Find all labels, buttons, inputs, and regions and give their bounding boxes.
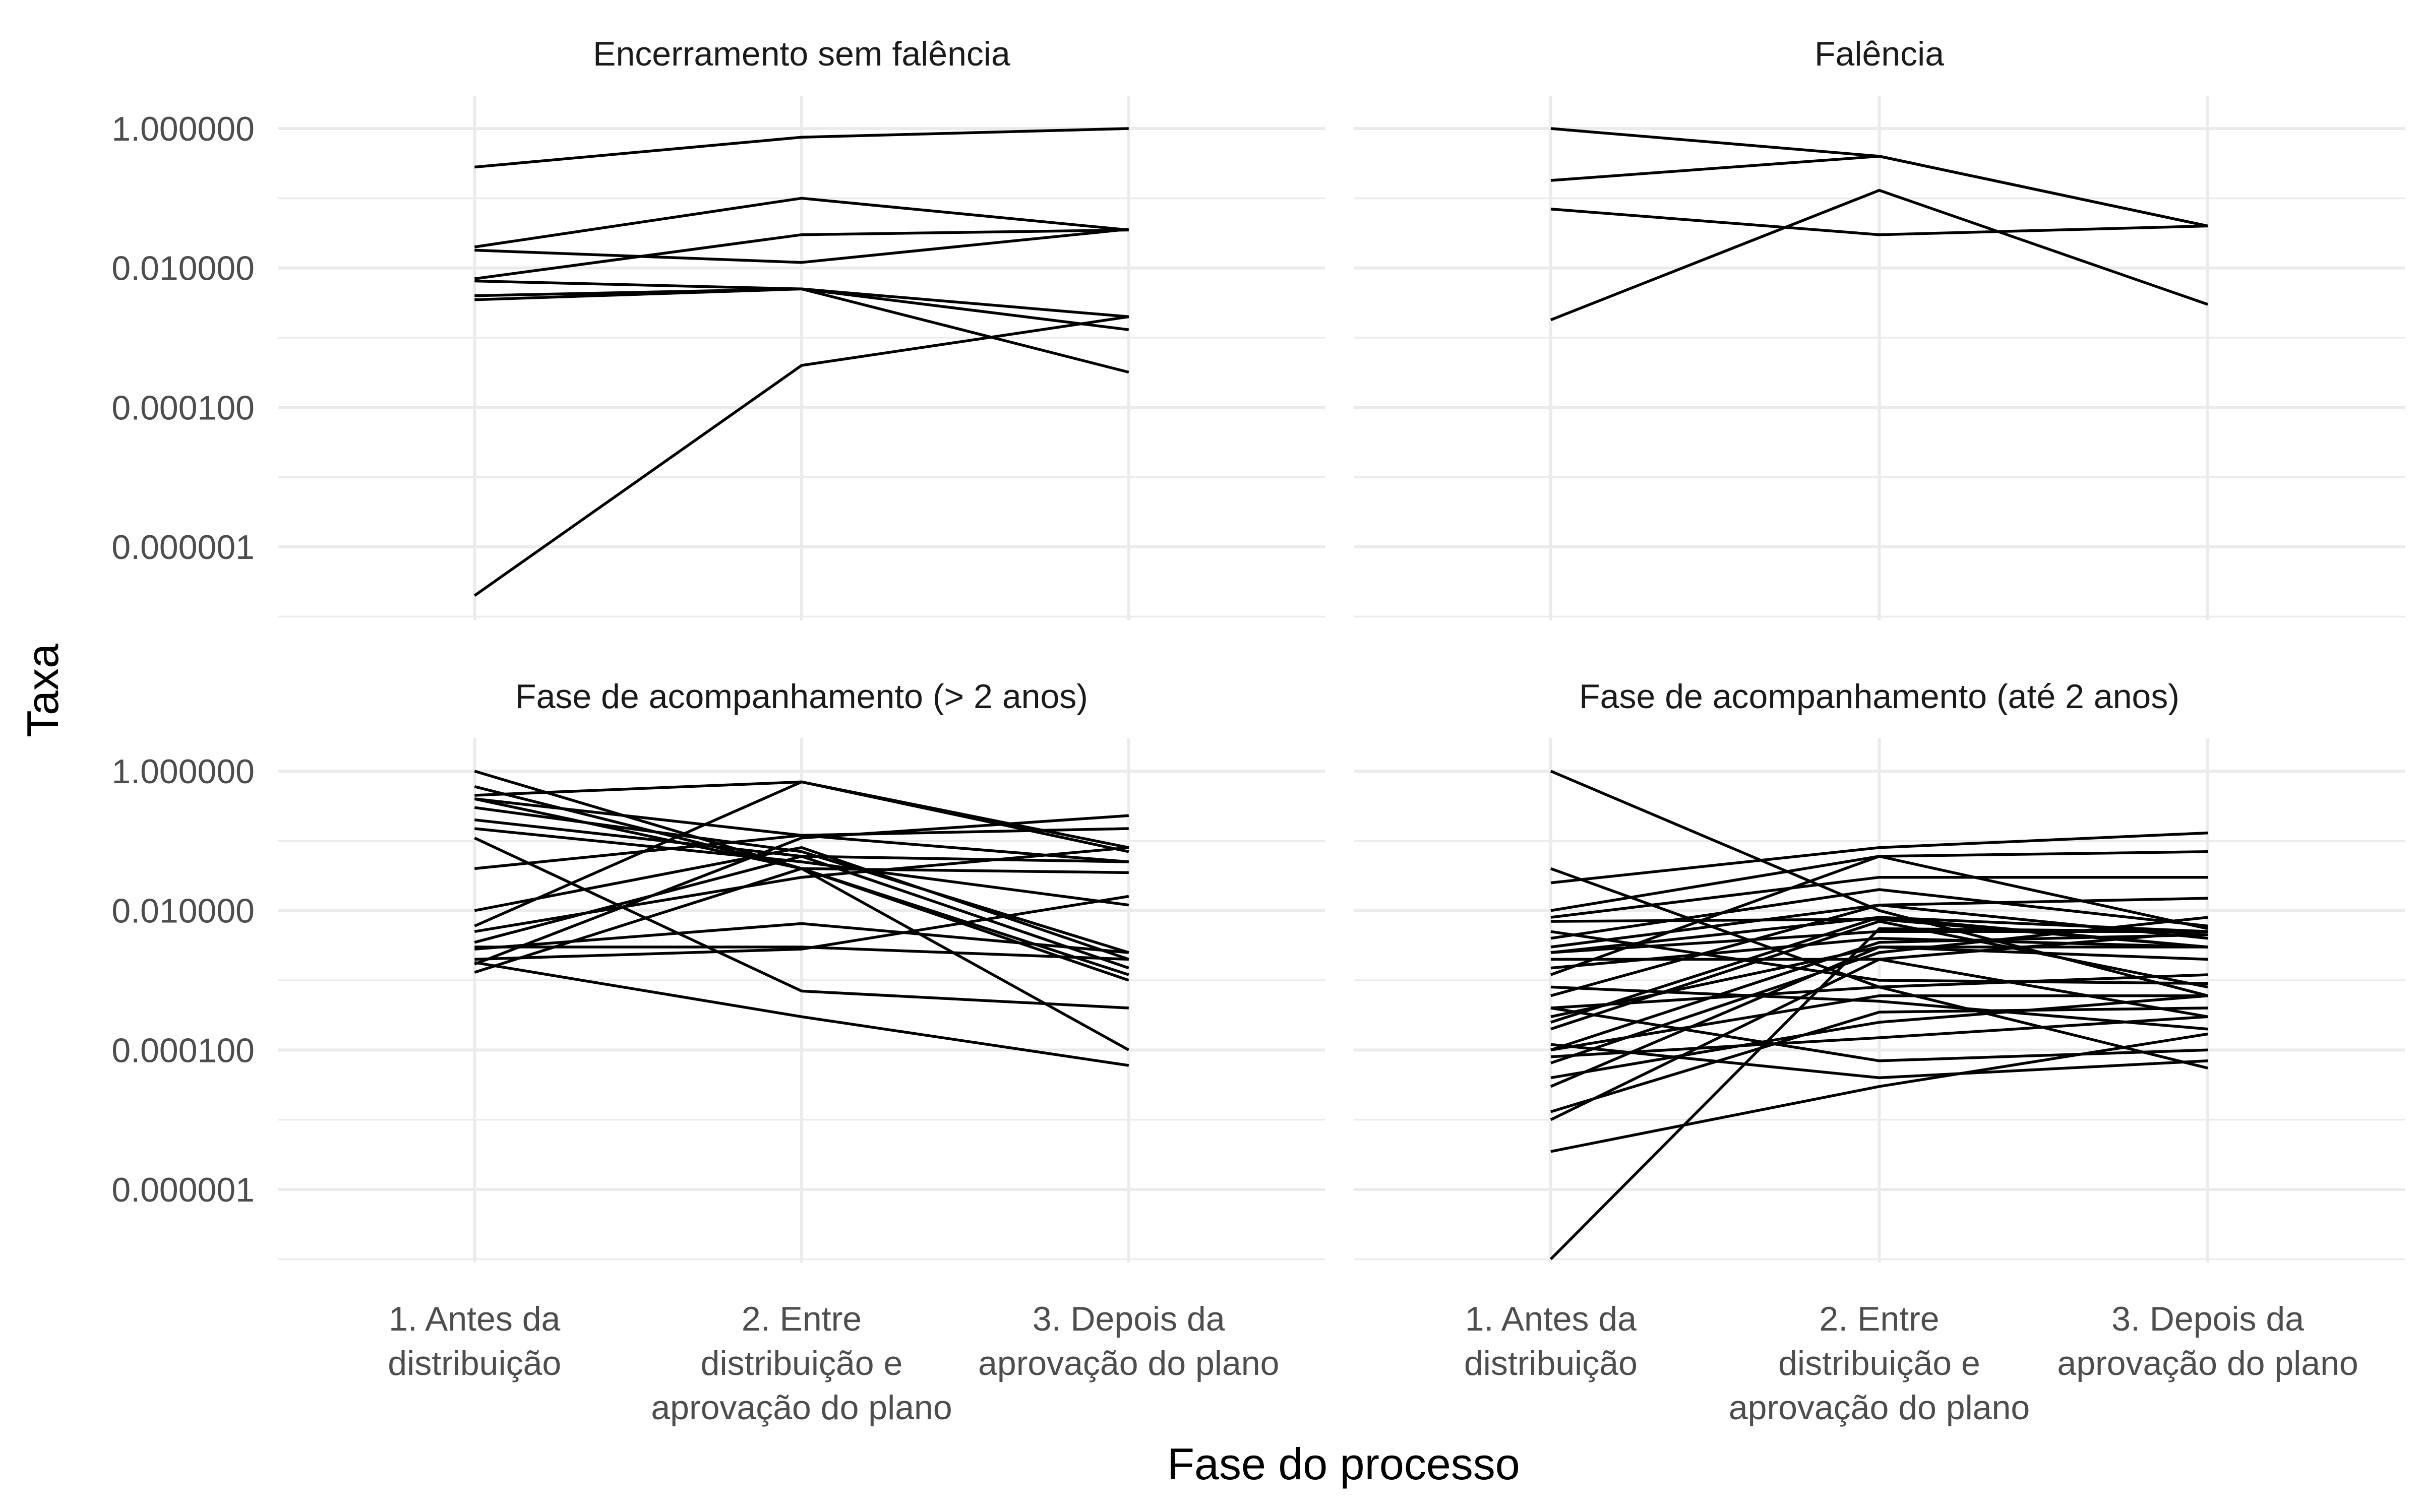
series-line (474, 797, 1129, 976)
series-line (1550, 831, 2208, 885)
series-line (474, 846, 1129, 933)
series-line (1550, 897, 2208, 997)
series-line (474, 922, 1129, 954)
y-tick-label: 1.000000 (111, 752, 255, 791)
series-line (474, 227, 1129, 264)
series-line (1550, 920, 2208, 1031)
series-line (1550, 1006, 2208, 1113)
x-tick-label: 1. Antes da distribuição (388, 1300, 561, 1382)
series-line (1550, 1043, 2208, 1080)
y-tick-label: 0.000100 (111, 389, 255, 427)
series-line (1550, 208, 2208, 236)
series-line (474, 780, 1129, 927)
x-axis-title: Fase do processo (1167, 1439, 1520, 1489)
series-line (1550, 155, 2208, 228)
x-tick-label: 2. Entre distribuição e aprovação do plano (651, 1300, 952, 1427)
series-line (1550, 973, 2208, 1010)
panel-title: Fase de acompanhamento (até 2 anos) (1579, 677, 2180, 716)
x-tick-label: 3. Depois da aprovação do plano (2057, 1300, 2358, 1382)
series-line (474, 197, 1129, 248)
series-line (473, 315, 1129, 597)
x-tick-label: 3. Depois da aprovação do plano (978, 1300, 1279, 1382)
series-line (1550, 936, 2208, 970)
series-line (1550, 994, 2208, 1052)
series-line (1550, 946, 2208, 1088)
series-line (474, 827, 1129, 907)
series-line (474, 946, 1129, 961)
y-tick-label: 1.000000 (111, 110, 255, 148)
y-tick-label: 0.000001 (111, 1171, 255, 1209)
series-line (1550, 875, 2208, 919)
series-line (1550, 770, 2208, 997)
chart-panel: Fase de acompanhamento (até 2 anos) 1. An… (1354, 677, 2405, 1427)
panel-title: Fase de acompanhamento (> 2 anos) (515, 677, 1088, 716)
panel-title: Falência (1814, 35, 1944, 73)
series-line (1550, 188, 2209, 322)
series-line (1550, 933, 2208, 1051)
series-line (474, 127, 1129, 169)
y-axis-title: Taxa (18, 644, 68, 737)
x-tick-label: 2. Entre distribuição e aprovação do plano (1729, 1300, 2030, 1427)
series-line (1550, 855, 2208, 976)
series-line (1550, 1015, 2208, 1058)
series-line (1550, 994, 2208, 1080)
series-line (1550, 930, 2208, 1121)
series-line (474, 895, 1129, 961)
y-tick-label: 0.010000 (111, 892, 255, 930)
series-line (1550, 1032, 2208, 1153)
series-line (474, 961, 1129, 1067)
series-line (474, 287, 1129, 319)
series-line (1550, 888, 2208, 940)
series-line (474, 827, 1129, 870)
series-line (474, 814, 1129, 966)
x-tick-label: 1. Antes da distribuição (1464, 1300, 1638, 1382)
series-line (474, 228, 1129, 280)
chart-panel: Fase de acompanhamento (> 2 anos) 1.00000… (111, 677, 1325, 1427)
series-line (474, 846, 1129, 961)
chart-panel: Falência (1354, 35, 2405, 620)
series-line (1549, 927, 2208, 1261)
series-line (1550, 930, 2208, 985)
panel-title: Encerramento sem falência (593, 35, 1010, 73)
y-tick-label: 0.000001 (111, 528, 255, 566)
y-tick-label: 0.010000 (111, 249, 255, 288)
chart-panel: Encerramento sem falência 1.000000 0.01000… (111, 35, 1325, 620)
series-line (1550, 916, 2208, 1064)
y-tick-label: 0.000100 (111, 1031, 255, 1069)
panels-layer: Encerramento sem falência 1.000000 0.01000… (111, 35, 2405, 1427)
